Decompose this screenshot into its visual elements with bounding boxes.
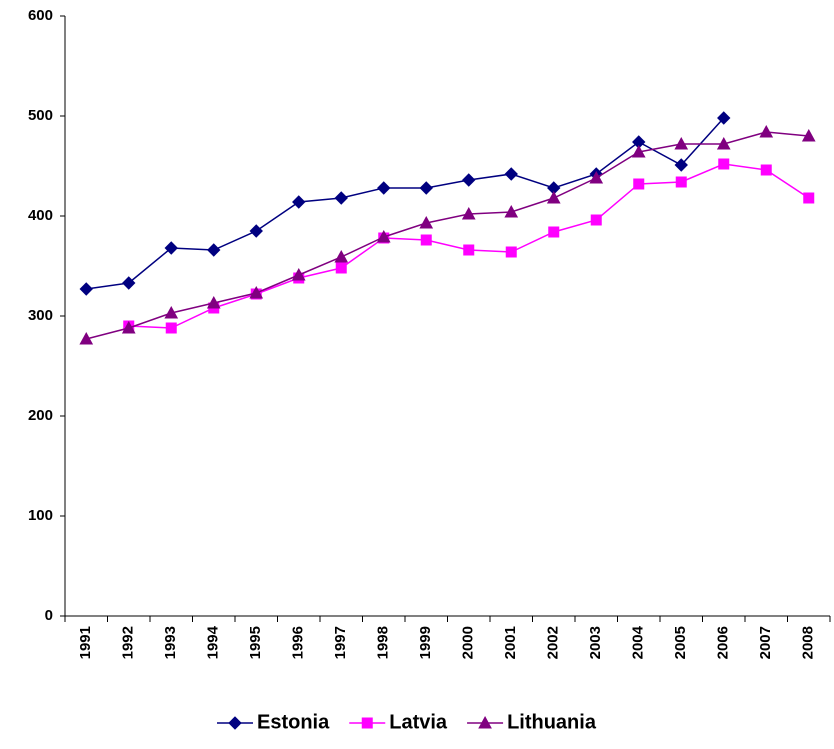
data-point: [122, 276, 136, 290]
x-tick-label: 1995: [247, 626, 264, 659]
data-point: [206, 295, 221, 309]
data-point: [377, 181, 391, 195]
legend-marker: [228, 716, 242, 730]
data-point: [801, 128, 816, 142]
x-tick-label: 1993: [162, 626, 179, 659]
y-tick-label: 400: [28, 207, 53, 224]
data-point: [718, 158, 730, 170]
x-tick-label: 2001: [502, 626, 519, 659]
data-point: [461, 206, 476, 220]
x-tick-label: 2006: [715, 626, 732, 659]
data-point: [759, 124, 774, 138]
x-tick-label: 2002: [545, 626, 562, 659]
x-tick-label: 1999: [417, 626, 434, 659]
x-tick-label: 1991: [77, 626, 94, 659]
data-point: [674, 158, 688, 172]
data-point: [760, 164, 772, 176]
data-point: [548, 226, 560, 238]
legend-marker: [361, 717, 373, 729]
data-point: [165, 322, 177, 334]
x-tick-label: 2005: [672, 626, 689, 659]
data-point: [420, 234, 432, 246]
x-tick-label: 1998: [375, 626, 392, 659]
y-tick-label: 0: [45, 607, 53, 624]
legend-label: Estonia: [257, 711, 330, 733]
data-point: [631, 144, 646, 158]
x-tick-label: 1996: [290, 626, 307, 659]
x-tick-label: 1997: [332, 626, 349, 659]
data-point: [335, 262, 347, 274]
data-point: [674, 136, 689, 150]
data-point: [463, 244, 475, 256]
x-tick-label: 2000: [460, 626, 477, 659]
data-point: [462, 173, 476, 187]
data-point: [419, 215, 434, 229]
data-point: [207, 243, 221, 257]
y-tick-label: 100: [28, 507, 53, 524]
x-tick-label: 2003: [587, 626, 604, 659]
data-point: [504, 167, 518, 181]
data-point: [546, 190, 561, 204]
data-point: [292, 195, 306, 209]
series-line: [86, 117, 725, 290]
data-point: [504, 204, 519, 218]
data-point: [803, 192, 815, 204]
y-tick-label: 600: [28, 7, 53, 24]
x-tick-label: 1994: [205, 625, 222, 659]
x-tick-label: 2007: [757, 626, 774, 659]
y-tick-label: 200: [28, 407, 53, 424]
data-point: [121, 320, 136, 334]
legend-label: Lithuania: [507, 711, 597, 733]
y-tick-label: 300: [28, 307, 53, 324]
data-point: [164, 241, 178, 255]
series-line: [86, 131, 809, 340]
data-point: [675, 176, 687, 188]
data-point: [291, 267, 306, 281]
data-point: [249, 224, 263, 238]
data-point: [164, 305, 179, 319]
legend-label: Latvia: [389, 711, 448, 733]
data-point: [376, 229, 391, 243]
x-tick-label: 1992: [120, 626, 137, 659]
y-tick-label: 500: [28, 107, 53, 124]
data-point: [590, 214, 602, 226]
data-point: [716, 136, 731, 150]
data-point: [334, 191, 348, 205]
data-point: [334, 249, 349, 263]
data-point: [249, 285, 264, 299]
data-point: [633, 178, 645, 190]
data-point: [79, 331, 94, 345]
x-tick-label: 2008: [800, 626, 817, 659]
legend-marker: [478, 715, 492, 729]
data-point: [419, 181, 433, 195]
x-tick-label: 2004: [630, 625, 647, 659]
data-point: [717, 111, 731, 125]
data-point: [79, 282, 93, 296]
data-point: [505, 246, 517, 258]
data-point: [589, 170, 604, 184]
